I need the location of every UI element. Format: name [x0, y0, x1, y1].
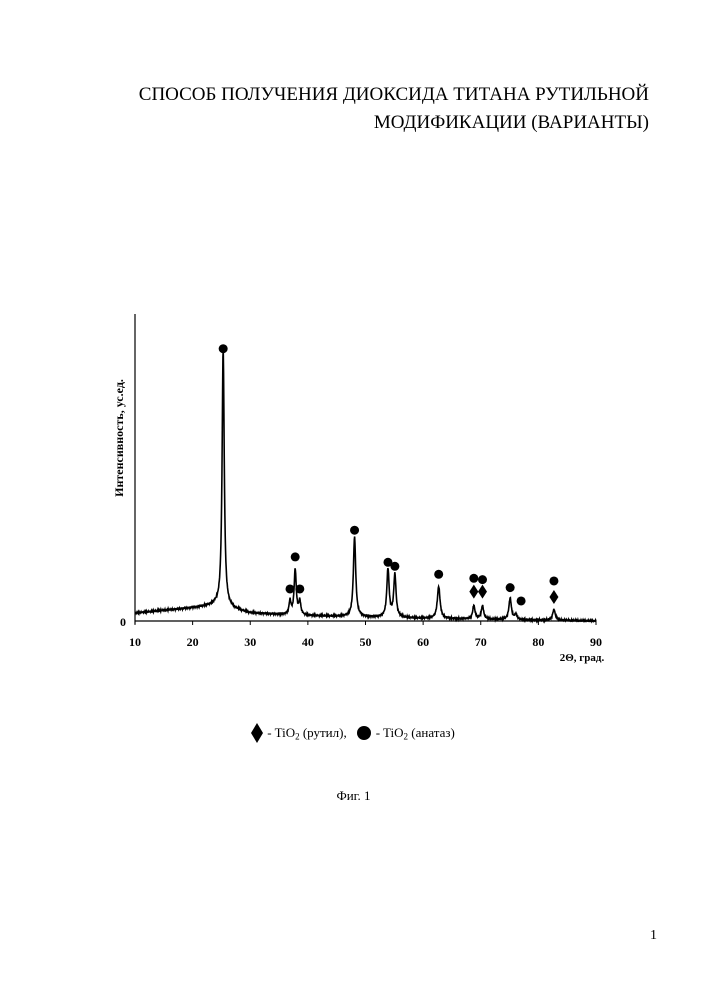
- x-tick-label: 20: [187, 635, 199, 649]
- anatase-marker: [549, 576, 558, 585]
- x-tick-label: 40: [302, 635, 314, 649]
- rutile-marker: [478, 585, 487, 599]
- y-tick-label: 0: [120, 615, 126, 629]
- anatase-marker: [219, 344, 228, 353]
- x-axis-label: 2Θ, град.: [560, 652, 605, 664]
- anatase-marker: [506, 583, 515, 592]
- x-tick-label: 30: [244, 635, 256, 649]
- legend-rutile-label: - TiO2 (рутил),: [267, 724, 346, 739]
- anatase-marker: [286, 584, 295, 593]
- anatase-marker: [390, 562, 399, 571]
- x-tick-label: 90: [590, 635, 602, 649]
- x-tick-label: 70: [475, 635, 487, 649]
- anatase-marker: [350, 526, 359, 535]
- x-tick-label: 80: [532, 635, 544, 649]
- y-axis-label: Интенсивность, ус.ед.: [112, 379, 126, 497]
- rutile-marker: [549, 590, 558, 604]
- anatase-marker: [478, 575, 487, 584]
- anatase-marker: [517, 596, 526, 605]
- legend-anatase-label: - TiO2 (анатаз): [376, 724, 455, 739]
- circle-icon: [356, 725, 372, 741]
- x-tick-label: 60: [417, 635, 429, 649]
- anatase-marker: [469, 574, 478, 583]
- x-tick-label: 10: [129, 635, 141, 649]
- chart-legend: - TiO2 (рутил), - TiO2 (анатаз): [250, 722, 455, 744]
- anatase-marker: [295, 584, 304, 593]
- anatase-marker: [434, 570, 443, 579]
- x-tick-label: 50: [360, 635, 372, 649]
- page-number: 1: [650, 928, 657, 944]
- diamond-icon: [250, 722, 264, 744]
- spectrum-line: [135, 349, 596, 622]
- figure-caption: Фиг. 1: [0, 788, 707, 804]
- anatase-marker: [291, 552, 300, 561]
- rutile-marker: [469, 585, 478, 599]
